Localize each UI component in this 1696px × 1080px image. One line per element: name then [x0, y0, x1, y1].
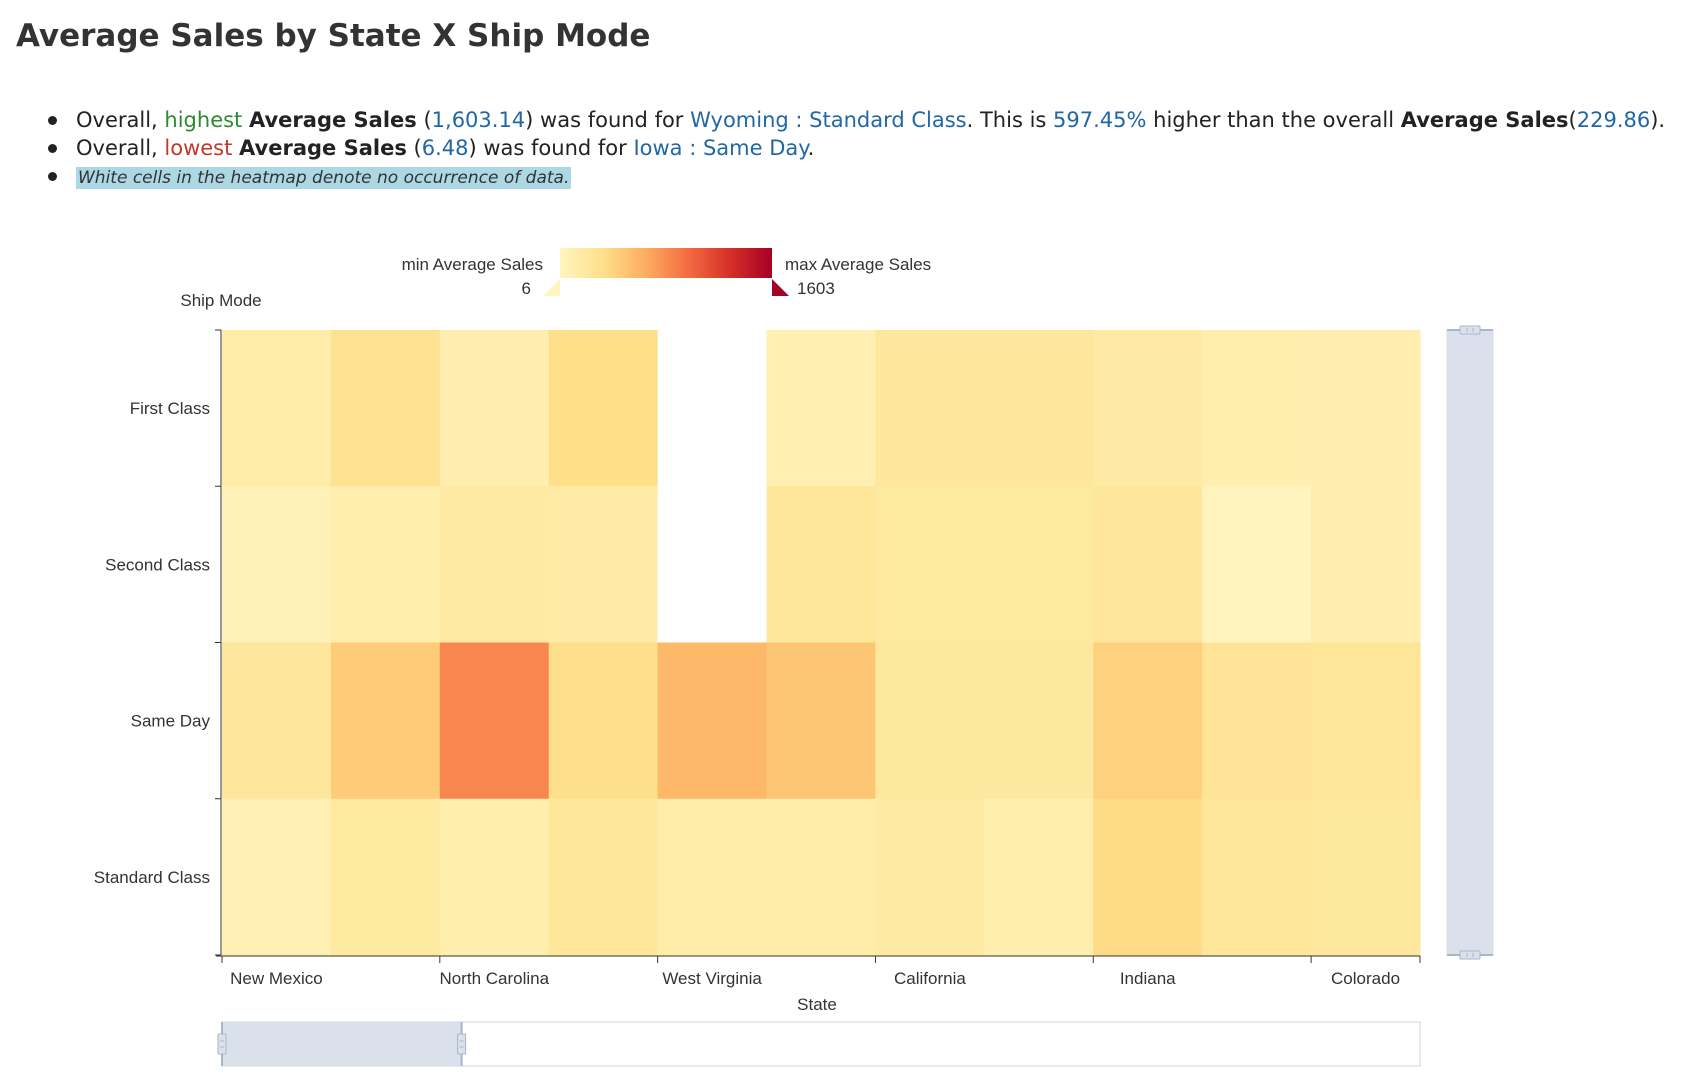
vertical-slider-selection: [1447, 330, 1493, 955]
slider-handle-icon[interactable]: [1459, 950, 1481, 960]
heatmap-cell[interactable]: [1202, 486, 1312, 644]
slider-handle-icon[interactable]: [457, 1033, 467, 1055]
x-tick-label: Colorado: [1331, 969, 1400, 988]
heatmap-cell[interactable]: [222, 330, 332, 487]
heatmap-cell[interactable]: [1202, 330, 1312, 487]
x-tick-label: California: [894, 969, 966, 988]
max-handle-icon[interactable]: [772, 279, 789, 296]
heatmap-cell[interactable]: [439, 486, 550, 644]
heatmap-cell[interactable]: [1093, 798, 1203, 956]
y-tick-label: First Class: [130, 399, 210, 418]
heatmap-cell[interactable]: [1311, 798, 1421, 956]
min-handle-icon[interactable]: [543, 279, 560, 296]
highest-label: highest: [164, 108, 243, 132]
bullet-icon: [48, 172, 57, 181]
lowest-value: 6.48: [421, 136, 469, 160]
heatmap-cell[interactable]: [875, 642, 985, 800]
highest-value: 1,603.14: [431, 108, 526, 132]
y-tick-label: Same Day: [131, 712, 211, 731]
heatmap-cell[interactable]: [1311, 330, 1421, 487]
y-axis-title: Ship Mode: [180, 291, 261, 310]
x-axis-title: State: [797, 995, 837, 1014]
heatmap-cell[interactable]: [330, 798, 441, 956]
heatmap-cell[interactable]: [984, 798, 1094, 956]
heatmap-cell[interactable]: [875, 798, 985, 956]
heatmap-cell[interactable]: [875, 330, 985, 487]
heatmap-cell[interactable]: [875, 486, 985, 644]
x-tick-label: North Carolina: [439, 969, 549, 988]
heatmap-cell[interactable]: [984, 330, 1094, 487]
horizontal-slider-selection: [222, 1022, 462, 1066]
heatmap-cell[interactable]: [1311, 486, 1421, 644]
heatmap-cell[interactable]: [657, 486, 768, 644]
x-tick-label: West Virginia: [662, 969, 762, 988]
insight-lowest: Overall, lowest Average Sales (6.48) was…: [40, 134, 1665, 162]
heatmap-cell[interactable]: [439, 642, 550, 800]
color-scale-bar: [560, 248, 772, 278]
heatmap-cell[interactable]: [1093, 486, 1203, 644]
heatmap-cell[interactable]: [1093, 330, 1203, 487]
heatmap-cell[interactable]: [222, 798, 332, 956]
heatmap-cell[interactable]: [984, 642, 1094, 800]
heatmap-cell[interactable]: [766, 798, 877, 956]
page-title: Average Sales by State X Ship Mode: [16, 18, 651, 54]
heatmap-cell[interactable]: [330, 642, 441, 800]
heatmap-cell[interactable]: [1093, 642, 1203, 800]
slider-handle-icon[interactable]: [1459, 325, 1481, 335]
heatmap-cell[interactable]: [439, 798, 550, 956]
heatmap-cell[interactable]: [766, 330, 877, 487]
heatmap-cell[interactable]: [1202, 642, 1312, 800]
heatmap-cell[interactable]: [548, 486, 659, 644]
legend-max-value: 1603: [797, 279, 835, 298]
legend-min-label: min Average Sales: [402, 255, 543, 274]
heatmap-cell[interactable]: [984, 486, 1094, 644]
overall-value: 229.86: [1576, 108, 1651, 132]
insight-highest: Overall, highest Average Sales (1,603.14…: [40, 106, 1665, 134]
white-cells-note: White cells in the heatmap denote no occ…: [76, 167, 572, 189]
heatmap-cell[interactable]: [657, 642, 768, 800]
y-tick-label: Second Class: [105, 555, 210, 574]
legend-min-value: 6: [522, 279, 531, 298]
heatmap-cell[interactable]: [1311, 642, 1421, 800]
heatmap-cell[interactable]: [548, 798, 659, 956]
heatmap-cell[interactable]: [657, 330, 768, 487]
heatmap-cell[interactable]: [1202, 798, 1312, 956]
legend-max-label: max Average Sales: [785, 255, 931, 274]
bullet-icon: [48, 116, 57, 125]
x-axis: New Mexico North Carolina West Virginia Cal…: [216, 955, 1421, 988]
heatmap-cell[interactable]: [222, 486, 332, 644]
x-tick-label: New Mexico: [230, 969, 323, 988]
slider-handle-icon[interactable]: [217, 1033, 227, 1055]
lowest-entity: Iowa : Same Day: [633, 136, 808, 160]
heatmap-cell[interactable]: [657, 798, 768, 956]
heatmap-cell[interactable]: [439, 330, 550, 487]
horizontal-range-slider[interactable]: [217, 1021, 1421, 1067]
insight-note: White cells in the heatmap denote no occ…: [40, 162, 1665, 190]
highest-entity: Wyoming : Standard Class: [690, 108, 967, 132]
insights-list: Overall, highest Average Sales (1,603.14…: [40, 106, 1665, 190]
heatmap-cell[interactable]: [330, 330, 441, 487]
lowest-label: lowest: [164, 136, 233, 160]
y-tick-label: Standard Class: [94, 868, 210, 887]
heatmap-cell[interactable]: [222, 642, 332, 800]
vertical-range-slider[interactable]: [1446, 325, 1494, 960]
heatmap-cell[interactable]: [548, 330, 659, 487]
y-axis: First Class Second Class Same Day Standard …: [94, 329, 222, 956]
heatmap-cell[interactable]: [766, 642, 877, 800]
highest-pct: 597.45%: [1053, 108, 1147, 132]
x-tick-label: Indiana: [1120, 969, 1176, 988]
heatmap-cells: [222, 330, 1421, 956]
bullet-icon: [48, 144, 57, 153]
color-legend: min Average Sales 6 max Average Sales 16…: [402, 248, 931, 298]
heatmap-cell[interactable]: [548, 642, 659, 800]
heatmap-cell[interactable]: [330, 486, 441, 644]
heatmap-cell[interactable]: [766, 486, 877, 644]
